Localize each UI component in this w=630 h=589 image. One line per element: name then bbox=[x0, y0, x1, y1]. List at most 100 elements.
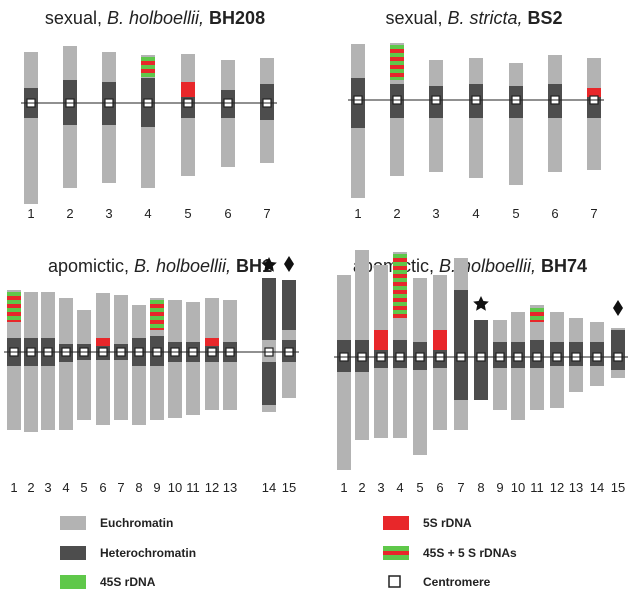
panel-title: sexual, B. holboellii, BH208 bbox=[45, 8, 265, 28]
chromosome-number: 4 bbox=[396, 480, 403, 495]
euchromatin bbox=[337, 275, 351, 470]
heterochromatin bbox=[611, 330, 625, 370]
rdna-45s-5s bbox=[150, 316, 164, 320]
rdna-45s-5s bbox=[393, 282, 407, 286]
rdna-45s-5s bbox=[393, 306, 407, 310]
legend-label: Euchromatin bbox=[100, 516, 173, 530]
chromosome-number: 13 bbox=[223, 480, 237, 495]
chromosome-number: 2 bbox=[393, 206, 400, 221]
panel-title: sexual, B. stricta, BS2 bbox=[385, 8, 562, 28]
chromosome-number: 11 bbox=[186, 480, 200, 495]
legend-swatch bbox=[383, 555, 409, 560]
chromosome-number: 3 bbox=[44, 480, 51, 495]
rdna-45s-5s bbox=[530, 312, 544, 316]
chromosome-number: 5 bbox=[80, 480, 87, 495]
legend-label: 5S rDNA bbox=[423, 516, 472, 530]
heterochromatin bbox=[454, 290, 468, 400]
rdna-45s-5s bbox=[390, 69, 404, 73]
rdna-45s-5s bbox=[393, 314, 407, 318]
chromosome-number: 6 bbox=[436, 480, 443, 495]
chromosome-number: 7 bbox=[117, 480, 124, 495]
title-prefix: apomictic, bbox=[48, 256, 134, 276]
chromosome-number: 4 bbox=[472, 206, 479, 221]
star-icon bbox=[473, 296, 489, 311]
panel-title: apomictic, B. holboellii, BH74 bbox=[353, 256, 587, 276]
figure: sexual, B. holboellii, BH208 sexual, B. … bbox=[0, 0, 630, 589]
rdna-45s-5s bbox=[393, 266, 407, 270]
chromosome-number: 10 bbox=[511, 480, 525, 495]
rdna-45s-5s bbox=[150, 324, 164, 328]
legend-swatch bbox=[389, 576, 400, 587]
rdna-45s-5s bbox=[7, 304, 21, 308]
chromosome-number: 3 bbox=[105, 206, 112, 221]
rdna-45s-5s bbox=[390, 77, 404, 80]
title-accession: BH208 bbox=[209, 8, 265, 28]
rdna-45s-5s bbox=[7, 308, 21, 312]
rdna-45s-5s bbox=[150, 308, 164, 312]
chromosome-number: 9 bbox=[153, 480, 160, 495]
euchromatin bbox=[24, 52, 38, 204]
rdna-45s-5s bbox=[393, 262, 407, 266]
chromosome-number: 2 bbox=[66, 206, 73, 221]
rdna-45s-5s bbox=[150, 312, 164, 316]
rdna-45s-5s bbox=[150, 320, 164, 324]
legend-label: 45S rDNA bbox=[100, 575, 156, 589]
rdna-45s-5s bbox=[141, 69, 155, 73]
chromosome-number: 8 bbox=[135, 480, 142, 495]
panel-title: apomictic, B. holboellii, BH1 bbox=[48, 256, 272, 276]
chromosome-number: 15 bbox=[611, 480, 625, 495]
title-species: B. holboellii, bbox=[107, 8, 204, 28]
chromosome-number: 5 bbox=[512, 206, 519, 221]
rdna-45s-5s bbox=[393, 310, 407, 314]
rdna-45s-5s bbox=[7, 312, 21, 316]
rdna-45s-5s bbox=[141, 65, 155, 69]
rdna-45s-5s bbox=[150, 300, 164, 304]
rdna-45s-5s bbox=[390, 45, 404, 49]
title-accession: BS2 bbox=[528, 8, 563, 28]
chromosome-number: 12 bbox=[550, 480, 564, 495]
rdna-45s-5s bbox=[141, 73, 155, 77]
chromosome-number: 10 bbox=[168, 480, 182, 495]
legend: Euchromatin Heterochromatin 45S rDNA 5S … bbox=[60, 516, 517, 589]
legend-swatch bbox=[383, 546, 409, 551]
rdna-45s-5s bbox=[393, 294, 407, 298]
rdna-45s-5s bbox=[390, 57, 404, 61]
diamond-icon bbox=[613, 300, 623, 316]
rdna-45s-5s bbox=[7, 300, 21, 304]
title-species: B. stricta, bbox=[448, 8, 523, 28]
chromosome-number: 11 bbox=[530, 480, 544, 495]
rdna-45s-5s bbox=[393, 258, 407, 262]
rdna-5s bbox=[433, 330, 447, 350]
chromosome-number: 5 bbox=[184, 206, 191, 221]
chromosome-number: 1 bbox=[340, 480, 347, 495]
rdna-45s-5s bbox=[390, 49, 404, 53]
rdna-45s-5s bbox=[390, 53, 404, 57]
chromosome-number: 6 bbox=[99, 480, 106, 495]
rdna-45s-5s bbox=[393, 274, 407, 278]
heterochromatin bbox=[262, 362, 276, 405]
chromosome-number: 3 bbox=[432, 206, 439, 221]
euchromatin bbox=[509, 63, 523, 185]
rdna-45s-5s bbox=[393, 302, 407, 306]
chromosome-number: 7 bbox=[590, 206, 597, 221]
chromosome-number: 13 bbox=[569, 480, 583, 495]
legend-swatch bbox=[60, 546, 86, 560]
heterochromatin bbox=[282, 280, 296, 330]
rdna-45s-5s bbox=[390, 65, 404, 69]
chromosome-number: 6 bbox=[224, 206, 231, 221]
rdna-45s-5s bbox=[7, 320, 21, 322]
rdna-5s bbox=[181, 82, 195, 97]
chromosome-number: 1 bbox=[10, 480, 17, 495]
legend-label: Heterochromatin bbox=[100, 546, 196, 560]
chromosome-number: 1 bbox=[27, 206, 34, 221]
rdna-45s-5s bbox=[530, 320, 544, 322]
chromosome-number: 2 bbox=[27, 480, 34, 495]
rdna-45s-5s bbox=[141, 61, 155, 65]
title-prefix: sexual, bbox=[45, 8, 107, 28]
rdna-45s-5s bbox=[393, 290, 407, 294]
chromosome-number: 14 bbox=[262, 480, 276, 495]
title-species: B. holboellii, bbox=[439, 256, 536, 276]
legend-swatch bbox=[60, 575, 86, 589]
chromosome-number: 15 bbox=[282, 480, 296, 495]
heterochromatin bbox=[262, 278, 276, 340]
